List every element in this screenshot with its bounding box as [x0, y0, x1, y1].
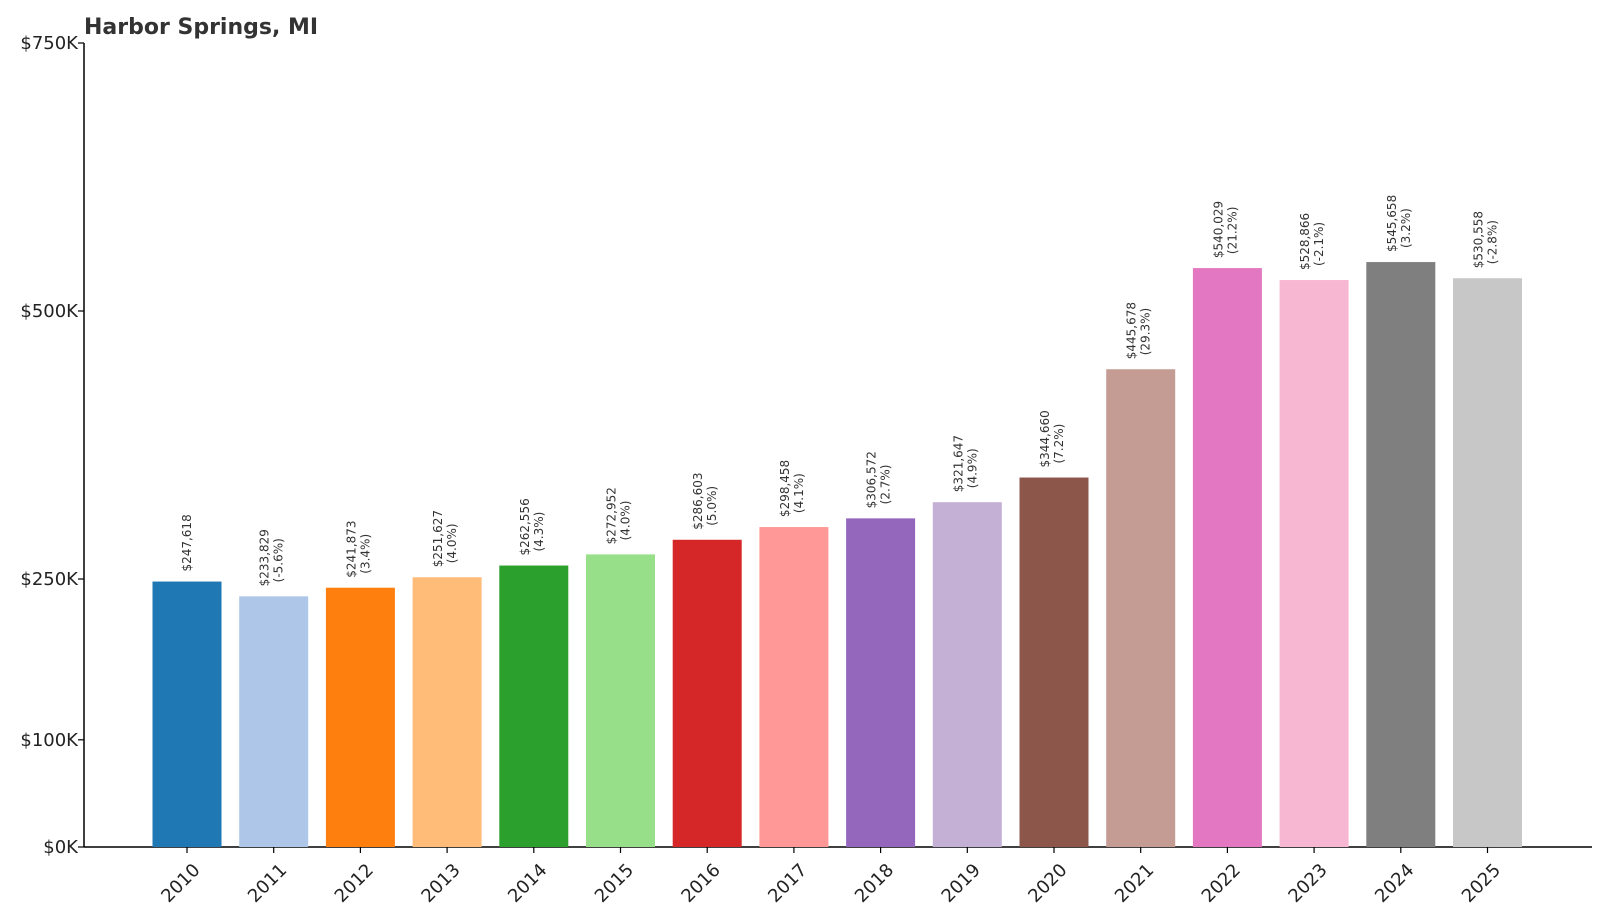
x-tick-label: 2018 — [851, 860, 898, 907]
bar-value-label: $530,558 — [1472, 211, 1486, 268]
bar-labels: $247,618 $233,829 (-5.6%) $241,873 (3.4%) $25… — [180, 195, 1500, 587]
x-tick-label: 2016 — [677, 860, 724, 907]
bar-2014 — [499, 565, 569, 847]
bar-value-label: $528,866 — [1298, 213, 1312, 270]
bar-value-label: $445,678 — [1125, 302, 1139, 359]
y-tick-label: $0K — [43, 837, 79, 858]
bar-pct-label: (5.0%) — [705, 486, 719, 526]
x-tick-label: 2015 — [591, 860, 638, 907]
bar-2024 — [1366, 262, 1436, 847]
x-tick-label: 2011 — [244, 860, 291, 907]
bar-value-label: $251,627 — [431, 510, 445, 567]
bar-value-label: $286,603 — [691, 472, 705, 529]
bar-value-label: $298,458 — [778, 460, 792, 517]
bar-pct-label: (4.0%) — [619, 501, 633, 541]
x-tick-label: 2012 — [331, 860, 378, 907]
x-tick-label: 2024 — [1371, 860, 1418, 907]
bar-value-label: $545,658 — [1385, 195, 1399, 252]
x-tick-label: 2013 — [417, 860, 464, 907]
bar-2023 — [1279, 280, 1349, 847]
bar-pct-label: (4.1%) — [792, 473, 806, 513]
bar-value-label: $262,556 — [518, 498, 532, 555]
bar-value-label: $241,873 — [344, 520, 358, 577]
x-tick-label: 2020 — [1024, 860, 1071, 907]
bar-pct-label: (-5.6%) — [272, 538, 286, 582]
x-tick-label: 2010 — [157, 860, 204, 907]
bar-2018 — [846, 518, 916, 847]
bar-pct-label: (4.0%) — [445, 523, 459, 563]
bar-2022 — [1192, 268, 1262, 848]
bar-2012 — [325, 587, 395, 847]
y-axis: $0K $100K $250K $500K $750K — [20, 33, 85, 858]
bar-pct-label: (29.3%) — [1139, 308, 1153, 355]
x-tick-label: 2017 — [764, 860, 811, 907]
y-tick-label: $100K — [20, 730, 79, 751]
x-tick-label: 2023 — [1284, 860, 1331, 907]
chart-title: Harbor Springs, MI — [84, 15, 318, 40]
bar-value-label: $306,572 — [865, 451, 879, 508]
bar-value-label: $233,829 — [258, 529, 272, 586]
bar-2016 — [672, 539, 742, 847]
bar-2011 — [239, 596, 309, 847]
bar-pct-label: (-2.8%) — [1486, 220, 1500, 264]
bars — [152, 262, 1522, 848]
bar-pct-label: (2.7%) — [879, 464, 893, 504]
bar-2025 — [1453, 278, 1522, 847]
bar-2017 — [759, 527, 829, 847]
bar-2013 — [412, 577, 482, 847]
x-tick-label: 2025 — [1458, 860, 1505, 907]
x-tick-label: 2021 — [1111, 860, 1158, 907]
x-tick-label: 2022 — [1198, 860, 1245, 907]
y-tick-label: $500K — [20, 301, 79, 322]
y-tick-label: $250K — [20, 569, 79, 590]
bar-pct-label: (7.2%) — [1052, 424, 1066, 464]
bar-2019 — [932, 502, 1002, 847]
bar-value-label: $247,618 — [180, 514, 194, 571]
bar-value-label: $540,029 — [1211, 201, 1225, 258]
x-tick-label: 2014 — [504, 860, 551, 907]
bar-2010 — [152, 581, 222, 847]
bar-2015 — [586, 554, 655, 847]
bar-value-label: $321,647 — [951, 435, 965, 492]
bar-pct-label: (4.9%) — [965, 448, 979, 488]
x-axis: 2010 2011 2012 2013 2014 2015 2016 2017 2018 2019… — [84, 846, 1592, 907]
bar-value-label: $272,952 — [605, 487, 619, 544]
bar-pct-label: (4.3%) — [532, 512, 546, 552]
bar-2021 — [1106, 369, 1176, 847]
bar-pct-label: (-2.1%) — [1312, 222, 1326, 266]
y-tick-label: $750K — [20, 33, 79, 54]
bar-pct-label: (3.4%) — [358, 534, 372, 574]
x-tick-label: 2019 — [938, 860, 985, 907]
bar-value-label: $344,660 — [1038, 410, 1052, 467]
bar-2020 — [1019, 477, 1089, 847]
bar-pct-label: (3.2%) — [1399, 208, 1413, 248]
bar-pct-label: (21.2%) — [1225, 207, 1239, 254]
